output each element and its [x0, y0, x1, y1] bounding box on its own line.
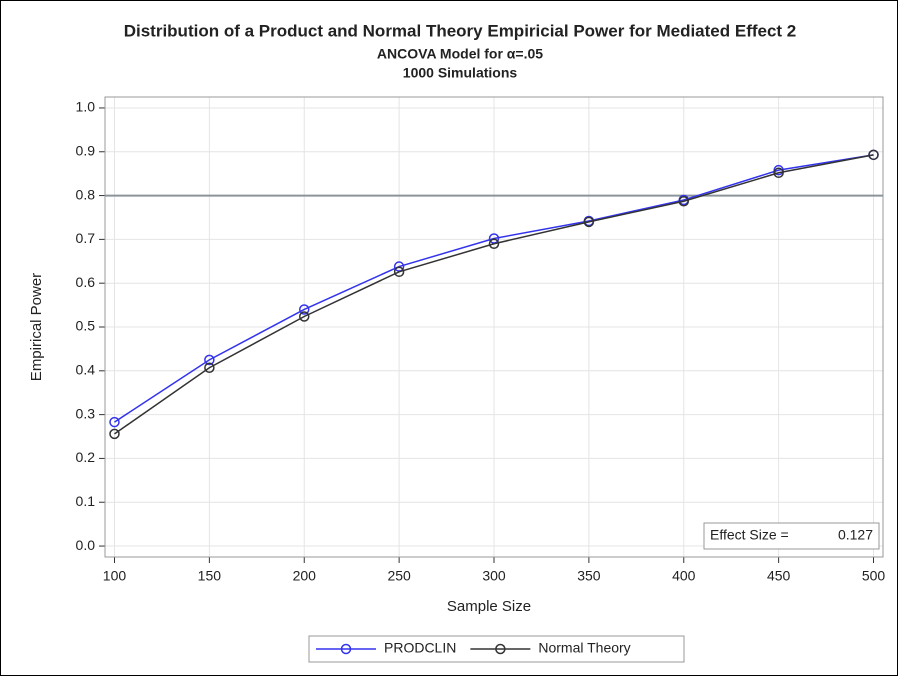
series-line [114, 154, 874, 423]
marker [868, 149, 879, 161]
y-tick-label: 0.2 [76, 449, 96, 465]
x-tick-label: 400 [672, 568, 696, 584]
series-line [114, 154, 874, 435]
y-tick-label: 0.9 [76, 142, 96, 158]
marker [204, 362, 215, 373]
x-tick-label: 500 [862, 568, 886, 584]
y-tick-label: 0.5 [76, 318, 96, 334]
legend-label: Normal Theory [538, 640, 630, 656]
y-tick-label: 0.7 [76, 230, 96, 246]
x-tick-label: 100 [103, 568, 127, 584]
y-tick-label: 0.0 [76, 537, 96, 553]
marker [298, 311, 310, 322]
annotation-label: Effect Size = [710, 527, 789, 543]
subtitle: 1000 Simulations [403, 65, 518, 81]
marker [678, 196, 690, 207]
marker [773, 167, 784, 179]
marker [204, 354, 215, 366]
y-tick-label: 0.3 [76, 405, 96, 421]
x-tick-label: 450 [767, 568, 791, 584]
x-tick-label: 350 [577, 568, 601, 584]
y-tick-label: 0.6 [76, 274, 96, 290]
marker [298, 304, 310, 315]
x-axis-label: Sample Size [447, 598, 531, 615]
x-tick-label: 150 [198, 568, 222, 584]
x-tick-label: 200 [293, 568, 317, 584]
legend-marker [495, 643, 506, 655]
marker [109, 428, 120, 440]
marker [488, 238, 500, 250]
marker [109, 416, 120, 428]
chart-title: Distribution of a Product and Normal The… [124, 21, 797, 40]
x-tick-label: 300 [482, 568, 506, 584]
annotation-value: 0.127 [838, 527, 873, 543]
subtitle: ANCOVA Model for α=.05 [377, 46, 543, 62]
y-tick-label: 1.0 [76, 99, 96, 115]
plot-area [104, 96, 884, 558]
x-tick-label: 250 [387, 568, 411, 584]
marker [393, 266, 405, 278]
y-tick-label: 0.8 [76, 186, 96, 202]
y-tick-label: 0.4 [76, 362, 96, 378]
marker [583, 216, 595, 228]
legend-label: PRODCLIN [384, 640, 456, 656]
y-tick-label: 0.1 [76, 493, 96, 509]
y-axis-label: Empirical Power [28, 273, 45, 381]
annotation-box [703, 522, 880, 550]
legend-marker [340, 643, 352, 655]
